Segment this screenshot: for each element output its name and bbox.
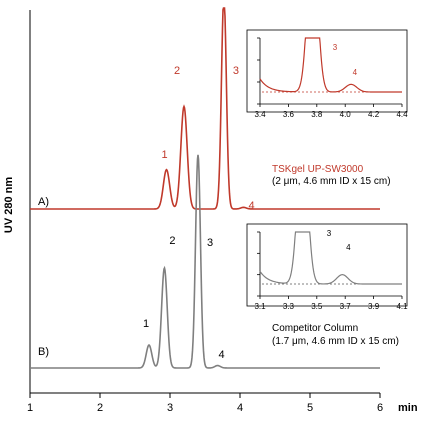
x-tick-label: 5 — [307, 402, 313, 414]
inset-frame — [246, 29, 408, 113]
x-axis-label: min — [398, 402, 418, 414]
trace-label-a: A) — [38, 196, 49, 208]
inset-x-tick-label: 3.3 — [283, 302, 295, 311]
inset-x-tick-label: 4.1 — [396, 302, 408, 311]
inset-peak-label: 3 — [333, 43, 338, 52]
insets: 3.4 3.6 3.8 4.0 4.2 4.4 3 4 3.1 3.3 3.5 3.7 3.9 4.1 3 4 — [246, 29, 408, 311]
x-tick-label: 6 — [377, 402, 383, 414]
inset-frame — [246, 223, 408, 307]
x-axis-ticks: 1 2 3 4 5 6 — [27, 393, 383, 414]
inset-x-tick-label: 3.5 — [311, 302, 323, 311]
inset-x-tick-label: 4.2 — [368, 110, 380, 119]
peak-labels: 1 2 3 4 1 2 3 4 — [143, 65, 255, 361]
peak-label: 4 — [248, 200, 254, 212]
trace-a — [30, 7, 380, 210]
peak-label: 4 — [219, 349, 225, 361]
inset-x-tick-label: 3.7 — [340, 302, 352, 311]
peak-label: 3 — [207, 237, 213, 249]
peak-label: 2 — [174, 65, 180, 77]
inset-peak-label: 4 — [353, 68, 358, 77]
inset-x-tick-label: 4.4 — [396, 110, 408, 119]
inset-trace — [259, 37, 402, 93]
inset-x-tick-label: 3.8 — [311, 110, 323, 119]
peak-label: 3 — [233, 65, 239, 77]
inset-peak-label: 4 — [346, 243, 351, 252]
trace-b — [30, 154, 380, 369]
peak-label: 1 — [161, 149, 167, 161]
trace-label-b: B) — [38, 346, 49, 358]
y-axis-label: UV 280 nm — [3, 177, 15, 233]
column-b-name: Competitor Column — [272, 323, 358, 334]
inset-b: 3.1 3.3 3.5 3.7 3.9 4.1 3 4 — [246, 223, 408, 311]
x-tick-label: 2 — [97, 402, 103, 414]
x-tick-label: 4 — [237, 402, 243, 414]
x-tick-label: 1 — [27, 402, 33, 414]
inset-x-tick-label: 4.0 — [340, 110, 352, 119]
inset-x-tick-label: 3.6 — [283, 110, 295, 119]
inset-trace — [259, 231, 402, 285]
inset-x-tick-label: 3.4 — [254, 110, 266, 119]
inset-peak-label: 3 — [327, 229, 332, 238]
column-a-spec: (2 μm, 4.6 mm ID x 15 cm) — [272, 176, 391, 187]
column-a-name: TSKgel UP-SW3000 — [272, 164, 364, 175]
inset-x-tick-label: 3.9 — [368, 302, 380, 311]
column-b-spec: (1.7 μm, 4.6 mm ID x 15 cm) — [272, 336, 399, 347]
inset-x-tick-label: 3.1 — [254, 302, 266, 311]
peak-label: 1 — [143, 318, 149, 330]
traces — [30, 7, 380, 369]
x-tick-label: 3 — [167, 402, 173, 414]
peak-label: 2 — [169, 235, 175, 247]
inset-a: 3.4 3.6 3.8 4.0 4.2 4.4 3 4 — [246, 29, 408, 119]
